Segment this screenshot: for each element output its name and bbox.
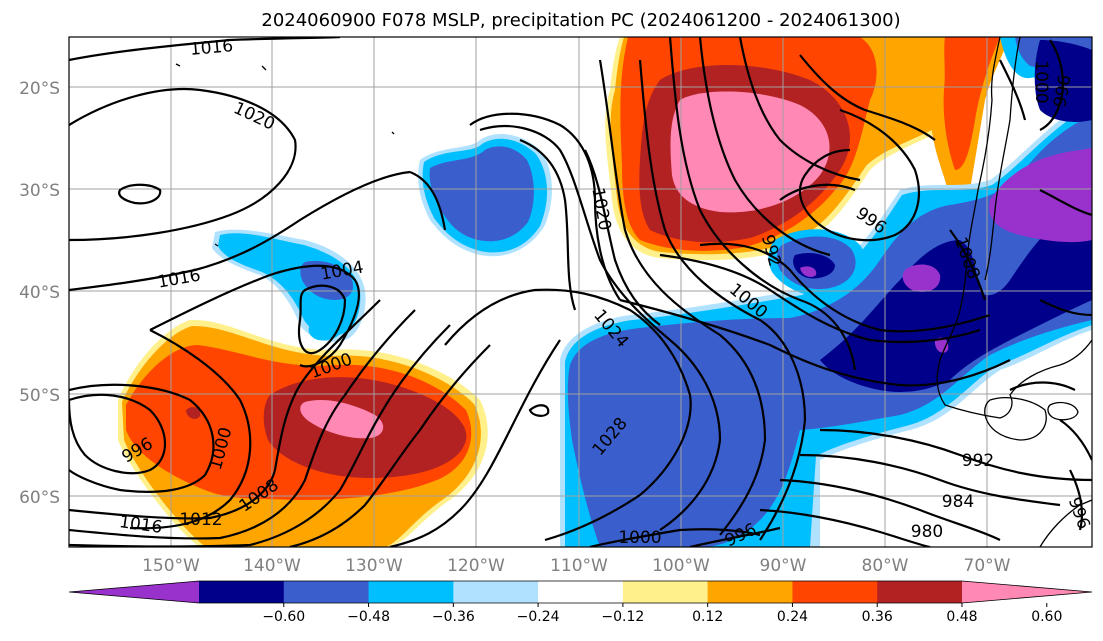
longitude-labels: 150°W 140°W 130°W 120°W 110°W 100°W 90°W… — [142, 556, 1011, 576]
colorbar-tick-label: 0.12 — [692, 609, 723, 625]
colorbar-segment — [283, 581, 370, 603]
isobar-label: 980 — [911, 522, 943, 542]
lat-label: 40°S — [19, 283, 60, 303]
lon-label: 110°W — [550, 556, 608, 576]
colorbar-segment — [877, 581, 963, 603]
graticule — [69, 37, 1092, 547]
isobar-label: 1000 — [1031, 60, 1051, 103]
precip-negative-central — [418, 134, 552, 257]
colorbar-tick-label: 0.24 — [777, 609, 808, 625]
colorbar-tick-label: −0.60 — [262, 609, 305, 625]
colorbar-outline — [68, 580, 1093, 604]
isobar-label: 1016 — [189, 36, 234, 60]
falklands — [1047, 401, 1079, 421]
precip-negative-west — [212, 229, 366, 342]
colorbar-segment — [453, 581, 539, 603]
lon-label: 120°W — [447, 556, 505, 576]
isobar-label: 984 — [942, 492, 974, 512]
tierra-del-fuego — [984, 397, 1047, 441]
isobars — [69, 37, 1092, 547]
colorbar-tick-label: 0.36 — [862, 609, 893, 625]
isobar-label: 992 — [962, 451, 994, 471]
lat-label: 60°S — [19, 488, 60, 508]
colorbar: −0.60 −0.48 −0.36 −0.24 −0.12 0.12 0.24 0.36 0.4… — [68, 580, 1093, 625]
colorbar-tick-label: −0.36 — [432, 609, 475, 625]
precip-positive-southwest — [118, 319, 488, 547]
lon-label: 140°W — [243, 556, 301, 576]
lon-label: 150°W — [142, 556, 200, 576]
andes-inner-coast — [984, 37, 1021, 281]
colorbar-tick-label: −0.12 — [601, 609, 644, 625]
lon-label: 90°W — [760, 556, 807, 576]
colorbar-segment — [707, 581, 793, 603]
map-title: 2024060900 F078 MSLP, precipitation PC (… — [261, 10, 900, 31]
isobar-label: 1012 — [179, 510, 222, 530]
colorbar-tick-label: 0.60 — [1031, 609, 1062, 625]
latitude-labels: 20°S 30°S 40°S 50°S 60°S — [19, 79, 60, 508]
lon-label: 80°W — [862, 556, 909, 576]
colorbar-tick-label: 0.48 — [946, 609, 977, 625]
colorbar-segment — [538, 581, 624, 603]
antarctic-peninsula — [1039, 499, 1092, 547]
map-panel: 1016 1020 1016 1004 1000 996 1000 1008 1… — [69, 36, 1092, 548]
lon-label: 100°W — [652, 556, 710, 576]
lon-label: 70°W — [964, 556, 1011, 576]
lon-label: 130°W — [345, 556, 403, 576]
lat-label: 50°S — [19, 386, 60, 406]
colorbar-segment — [622, 581, 709, 603]
lat-label: 20°S — [19, 79, 60, 99]
pacific-islands — [175, 63, 395, 247]
colorbar-extend-max — [962, 581, 1092, 603]
colorbar-segment — [368, 581, 454, 603]
map-frame — [68, 36, 1093, 548]
colorbar-tick-label: −0.48 — [347, 609, 390, 625]
colorbar-tick-label: −0.24 — [517, 609, 560, 625]
lat-label: 30°S — [19, 181, 60, 201]
colorbar-extend-min — [69, 581, 199, 603]
isobar-label: 1000 — [618, 528, 661, 548]
colorbar-segment — [792, 581, 878, 603]
colorbar-segment — [199, 581, 285, 603]
